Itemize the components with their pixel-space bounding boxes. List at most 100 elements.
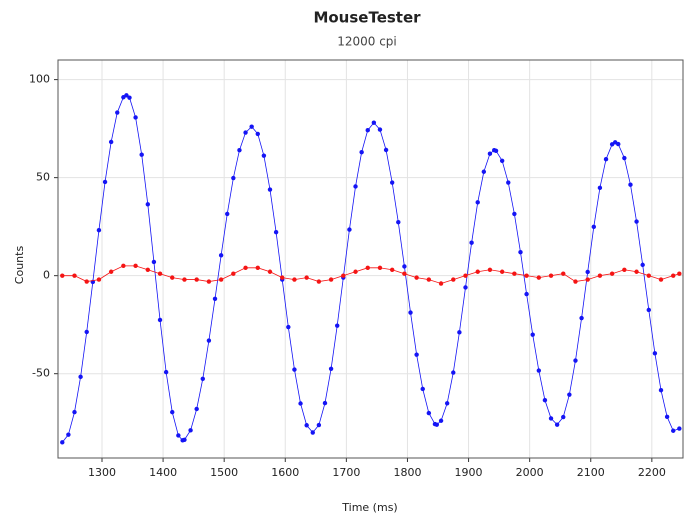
data-point [628, 182, 633, 187]
data-point [60, 440, 65, 445]
data-point [371, 120, 377, 125]
y-axis-label: Counts [13, 246, 26, 285]
data-point [548, 273, 554, 278]
x-tick-label: 1600 [271, 466, 299, 479]
data-point [573, 358, 578, 363]
data-point [108, 139, 114, 145]
data-point [463, 285, 468, 290]
data-point [408, 310, 413, 315]
data-point [359, 149, 364, 155]
data-point [451, 370, 456, 375]
data-point [499, 158, 505, 163]
data-point [622, 267, 627, 272]
data-point [163, 369, 169, 375]
data-point [60, 273, 65, 278]
data-point [591, 224, 597, 230]
data-point [231, 271, 236, 276]
data-point [267, 187, 273, 192]
y-tick-label: 50 [36, 171, 50, 184]
data-point [530, 332, 535, 337]
data-point [145, 202, 151, 207]
data-point [145, 267, 151, 272]
y-tick-label: -50 [32, 367, 50, 380]
data-point [536, 368, 542, 373]
data-point [255, 265, 260, 271]
data-point [420, 386, 425, 392]
data-point [542, 397, 548, 403]
chart-subtitle: 12000 cpi [337, 35, 397, 49]
series-line [62, 265, 680, 284]
data-point [396, 219, 401, 225]
data-point [212, 296, 218, 301]
data-point [124, 93, 129, 98]
data-point [133, 115, 138, 120]
data-point [310, 430, 315, 435]
data-point [512, 211, 517, 217]
data-point [561, 414, 566, 420]
data-point [481, 169, 487, 174]
data-point [438, 418, 444, 423]
data-point [347, 227, 352, 232]
data-point [121, 263, 126, 269]
data-point [487, 151, 493, 156]
data-point [304, 423, 309, 428]
data-point [298, 401, 303, 406]
data-point [157, 317, 163, 323]
data-point [96, 227, 102, 233]
y-tick-label: 0 [43, 269, 50, 282]
data-point [151, 259, 157, 265]
data-point [377, 265, 383, 271]
x-tick-label: 2200 [638, 466, 666, 479]
x-tick-label: 1400 [149, 466, 177, 479]
data-point [389, 180, 395, 185]
data-point [622, 155, 627, 161]
data-point [664, 414, 670, 420]
data-point [426, 410, 432, 416]
data-point [353, 184, 358, 189]
data-point [72, 409, 77, 415]
data-point [634, 269, 639, 274]
data-point [139, 152, 144, 157]
data-point [603, 157, 609, 162]
data-point [524, 291, 529, 297]
data-point [658, 387, 664, 393]
data-point [438, 281, 444, 286]
data-point [182, 437, 187, 442]
data-point [377, 127, 383, 132]
data-point [554, 422, 560, 427]
data-point [434, 422, 439, 427]
data-point [585, 269, 590, 275]
data-point [548, 416, 554, 421]
data-point [389, 267, 395, 272]
data-point [475, 269, 480, 274]
data-point [463, 273, 468, 278]
data-point [646, 273, 651, 278]
data-point [96, 277, 102, 282]
data-point [567, 392, 572, 397]
x-tick-label: 1300 [88, 466, 116, 479]
data-point [518, 249, 523, 255]
data-point [414, 275, 419, 280]
data-point [609, 271, 615, 276]
data-point [524, 273, 529, 278]
data-point [115, 110, 120, 115]
data-point [108, 269, 114, 274]
data-point [102, 179, 108, 185]
data-point [170, 275, 175, 280]
data-point [536, 275, 542, 280]
data-point [218, 253, 224, 258]
data-point [335, 323, 340, 328]
data-point [597, 185, 603, 191]
data-point [616, 141, 621, 147]
data-point [218, 277, 224, 282]
data-point [84, 279, 89, 284]
data-point [127, 95, 132, 100]
data-point [658, 277, 664, 282]
data-point [322, 400, 328, 406]
data-point [475, 200, 480, 205]
data-point [72, 273, 77, 278]
data-point [677, 426, 682, 431]
data-point [255, 131, 260, 137]
